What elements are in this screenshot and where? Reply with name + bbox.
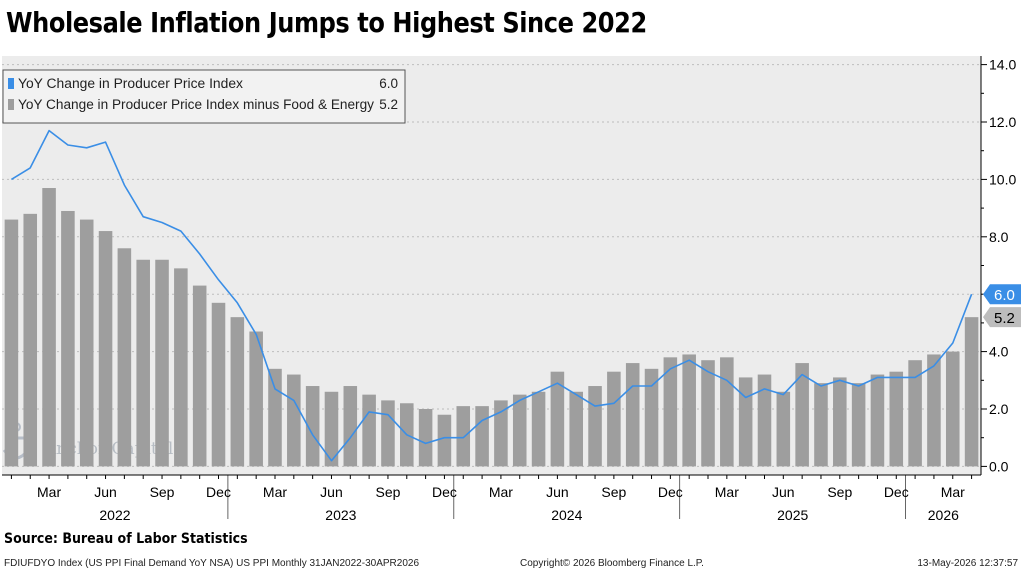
bar [362, 394, 376, 467]
bar [720, 357, 734, 467]
x-month-label: Jun [772, 484, 795, 500]
bar [155, 259, 169, 467]
bar [644, 368, 659, 467]
x-month-label: Mar [489, 484, 513, 500]
bar [249, 331, 263, 467]
x-month-label: Dec [658, 484, 683, 500]
bar [588, 386, 602, 467]
bar [625, 363, 640, 467]
bar [795, 363, 809, 467]
bar [851, 383, 866, 467]
legend-label: YoY Change in Producer Price Index [18, 76, 243, 91]
x-month-label: Sep [375, 484, 400, 500]
chart-title: Wholesale Inflation Jumps to Highest Sin… [6, 6, 647, 39]
bar [475, 406, 489, 467]
bar [833, 377, 847, 467]
legend-last-value: 5.2 [379, 97, 398, 112]
bar [870, 374, 885, 467]
bar [437, 414, 452, 467]
x-month-label: Sep [150, 484, 175, 500]
bar [418, 408, 433, 467]
legend-swatch [8, 99, 14, 110]
bar [287, 374, 301, 467]
y-tick-label: 14.0 [989, 57, 1016, 73]
bar [682, 354, 696, 467]
bar [607, 371, 621, 467]
y-tick-label: 0.0 [989, 458, 1009, 474]
legend-swatch [8, 78, 14, 89]
bar [305, 386, 320, 467]
x-month-label: Jun [94, 484, 117, 500]
bar [136, 259, 150, 467]
x-month-label: Dec [884, 484, 909, 500]
x-month-label: Mar [37, 484, 61, 500]
bar [776, 391, 791, 467]
footer-index-description: FDIUFDYO Index (US PPI Final Demand YoY … [4, 558, 420, 569]
x-month-label: Jun [320, 484, 343, 500]
bar [814, 383, 828, 467]
bar [230, 317, 245, 467]
bar [4, 219, 19, 467]
ppi-line [10, 129, 973, 462]
bar [79, 219, 94, 467]
last-value-tag-label: 5.2 [994, 310, 1015, 327]
bar [456, 406, 471, 467]
x-year-label: 2024 [551, 507, 582, 523]
y-tick-label: 8.0 [989, 229, 1009, 245]
bar [757, 374, 772, 467]
bar [192, 285, 207, 467]
bar [211, 302, 226, 467]
last-value-tag-label: 6.0 [994, 287, 1015, 304]
x-month-label: Mar [263, 484, 287, 500]
legend-box [2, 69, 406, 124]
y-tick-label: 4.0 [989, 344, 1009, 360]
x-month-label: Mar [941, 484, 965, 500]
bar [908, 360, 922, 467]
x-month-label: Mar [715, 484, 739, 500]
bar [663, 357, 678, 467]
bar [889, 371, 904, 467]
footer-copyright: Copyright© 2026 Bloomberg Finance L.P. [520, 558, 704, 569]
x-month-label: Dec [206, 484, 231, 500]
x-year-label: 2026 [928, 507, 959, 523]
footer-timestamp: 13-May-2026 12:37:57 [917, 558, 1018, 569]
x-month-label: Sep [601, 484, 626, 500]
y-tick-label: 10.0 [989, 171, 1016, 187]
bar [494, 400, 508, 467]
bar [964, 317, 979, 467]
bar [268, 368, 282, 467]
footer-bar: FDIUFDYO Index (US PPI Final Demand YoY … [0, 553, 1024, 575]
x-year-label: 2025 [777, 507, 808, 523]
bar [512, 394, 527, 467]
bar [324, 391, 339, 467]
bar [343, 386, 358, 467]
x-month-label: Sep [827, 484, 852, 500]
bar [569, 391, 583, 467]
chart: Anchor Capital 0.02.04.06.08.010.012.014… [2, 56, 1021, 523]
bar [117, 248, 132, 467]
x-month-label: Dec [432, 484, 457, 500]
bar [945, 351, 960, 467]
bar [381, 400, 395, 467]
bar [61, 210, 75, 467]
x-year-label: 2023 [325, 507, 356, 523]
bar [531, 391, 546, 467]
bar [98, 231, 113, 467]
bar [701, 360, 715, 467]
bar [550, 371, 565, 467]
bar [42, 188, 56, 467]
x-month-label: Jun [546, 484, 569, 500]
y-tick-label: 12.0 [989, 114, 1016, 130]
bar [23, 213, 38, 467]
legend-last-value: 6.0 [379, 76, 398, 91]
bar [174, 268, 188, 467]
bar [927, 354, 941, 467]
y-tick-label: 2.0 [989, 401, 1009, 417]
last-value-tag [983, 284, 1021, 305]
legend-label: YoY Change in Producer Price Index minus… [18, 97, 374, 112]
bar [738, 377, 753, 467]
source-note: Source: Bureau of Labor Statistics [4, 531, 248, 547]
x-year-label: 2022 [99, 507, 130, 523]
last-value-tag [983, 307, 1021, 328]
